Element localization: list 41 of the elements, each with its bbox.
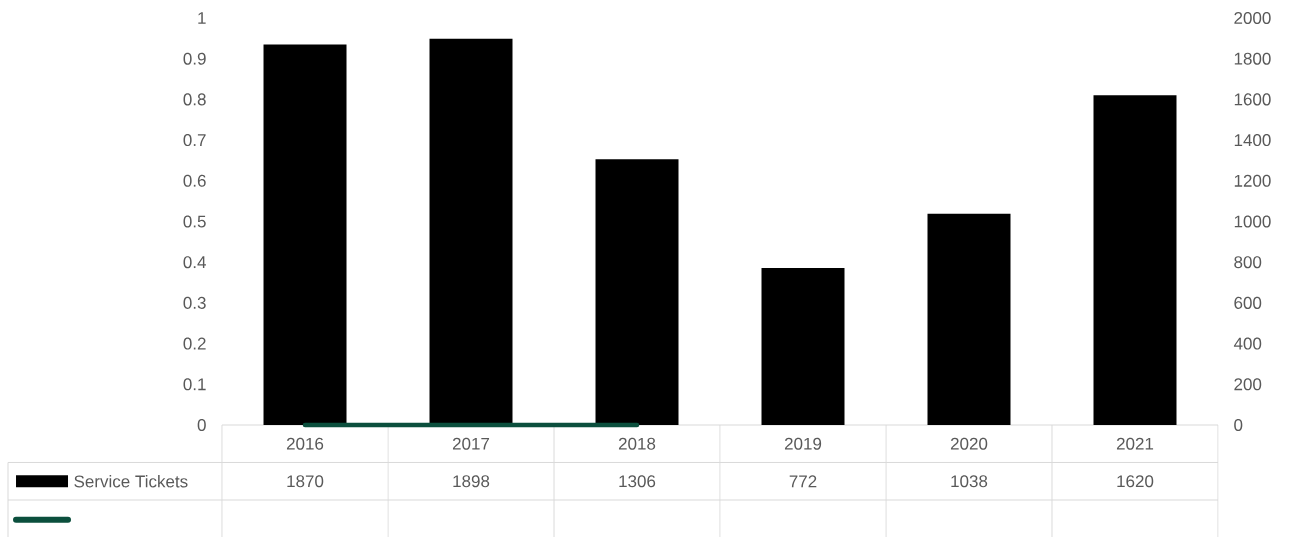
y-tick-label: 0.2 [183, 337, 206, 350]
y2-tick-label: 400 [1233, 337, 1262, 350]
y2-tick-label: 0 [1234, 418, 1243, 432]
y-tick-label: 1 [198, 12, 206, 24]
x-tick-label: 2019 [784, 437, 822, 450]
y2-tick-label: 1800 [1234, 52, 1271, 65]
y-tick-label: 0.1 [183, 378, 206, 391]
bar [927, 213, 1011, 425]
y2-tick-label: 600 [1234, 296, 1262, 309]
y2-tick-label: 2000 [1234, 11, 1271, 25]
data-label: 1870 [287, 475, 324, 488]
data-label: 772 [789, 475, 817, 488]
y2-tick-label: 1200 [1234, 174, 1271, 187]
y-tick-label: 0.4 [183, 256, 206, 269]
y-tick-label: 0.5 [183, 215, 206, 228]
y2-tick-label: 1400 [1234, 134, 1271, 147]
data-label: 1038 [951, 475, 988, 488]
y2-tick-label: 200 [1234, 378, 1262, 391]
y-tick-label: 0.6 [183, 174, 206, 187]
bar [429, 38, 513, 425]
y-tick-label: 0.7 [183, 134, 206, 147]
data-label: 1306 [619, 475, 656, 488]
x-tick-label: 2018 [618, 437, 656, 450]
bar [761, 267, 845, 425]
data-label: 1620 [1117, 475, 1154, 488]
data-label: 1898 [453, 475, 490, 488]
y2-tick-label: 1600 [1234, 93, 1271, 106]
legend-label: Service Tickets [74, 475, 188, 488]
y-tick-label: 0.3 [183, 296, 206, 309]
bar [1093, 95, 1177, 425]
y-tick-label: 0 [197, 418, 206, 432]
x-tick-label: 2021 [1116, 437, 1154, 450]
bar [263, 44, 347, 425]
x-tick-label: 2016 [286, 437, 324, 450]
y-tick-label: 0.9 [183, 52, 206, 65]
x-tick-label: 2020 [950, 437, 988, 450]
y2-tick-label: 800 [1234, 256, 1262, 269]
x-tick-label: 2017 [452, 437, 490, 450]
y-tick-label: 0.8 [183, 93, 206, 106]
y2-tick-label: 1000 [1234, 215, 1271, 228]
bar [595, 159, 679, 425]
